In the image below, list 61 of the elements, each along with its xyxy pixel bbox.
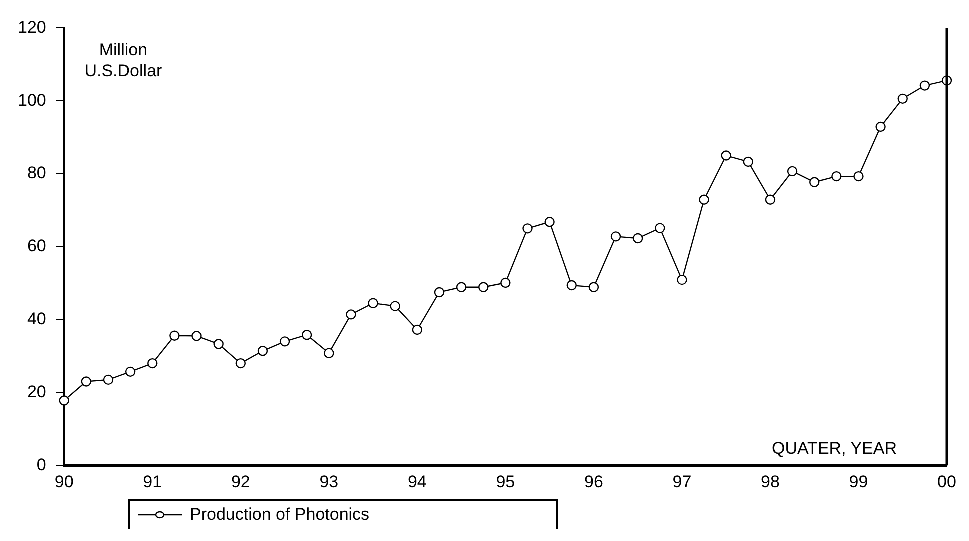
point <box>390 301 400 312</box>
y-tick-label: 60 <box>27 236 46 256</box>
point <box>280 336 290 347</box>
point <box>677 274 688 286</box>
x-tick-label: 95 <box>496 472 516 492</box>
y-tick-label: 40 <box>27 309 46 328</box>
point <box>610 232 622 242</box>
y-tick-label: 80 <box>27 164 46 183</box>
point <box>765 194 776 205</box>
point <box>81 376 92 387</box>
x-tick-label: 90 <box>54 472 74 492</box>
point <box>898 94 908 104</box>
x-tick-label: 99 <box>849 472 868 492</box>
point <box>324 348 334 358</box>
x-axis-title: QUATER, YEAR <box>772 438 897 458</box>
y-tick-label: 120 <box>18 18 46 37</box>
x-tick-label: 97 <box>672 472 692 492</box>
point <box>699 194 710 205</box>
point <box>103 374 114 386</box>
point <box>170 330 180 341</box>
point <box>59 396 70 406</box>
x-tick-label: 00 <box>938 472 956 492</box>
x-tick-label: 96 <box>584 472 604 492</box>
point <box>632 233 644 244</box>
point <box>214 339 224 350</box>
point <box>236 358 246 369</box>
legend-label: Production of Photonics <box>190 505 370 525</box>
y-tick-label: 20 <box>27 382 46 402</box>
x-tick-label: 94 <box>408 472 427 492</box>
point <box>544 217 555 228</box>
x-tick-label: 91 <box>143 472 162 492</box>
x-tick-label: 98 <box>761 472 780 492</box>
point <box>368 298 378 308</box>
point <box>787 166 798 177</box>
y-axis-title: Million U.S.Dollar <box>84 40 163 80</box>
point <box>743 156 754 168</box>
y-tick-label: 0 <box>36 455 46 474</box>
point <box>566 280 577 291</box>
point <box>434 287 445 298</box>
point <box>832 171 842 182</box>
point <box>148 358 158 369</box>
point <box>500 278 511 288</box>
point <box>346 310 356 320</box>
point <box>125 366 136 378</box>
point <box>854 171 864 182</box>
x-tick-label: 93 <box>320 472 339 492</box>
point <box>302 330 312 340</box>
y-tick-label: 100 <box>18 90 46 110</box>
point <box>522 224 533 234</box>
point <box>588 282 600 292</box>
point <box>192 331 202 342</box>
point <box>412 324 423 336</box>
point <box>258 346 268 356</box>
point <box>655 223 666 234</box>
point <box>721 150 732 161</box>
point <box>920 80 930 91</box>
point <box>810 177 820 188</box>
point <box>876 122 886 132</box>
point <box>456 282 467 292</box>
point <box>478 282 489 292</box>
x-tick-label: 92 <box>231 472 250 492</box>
